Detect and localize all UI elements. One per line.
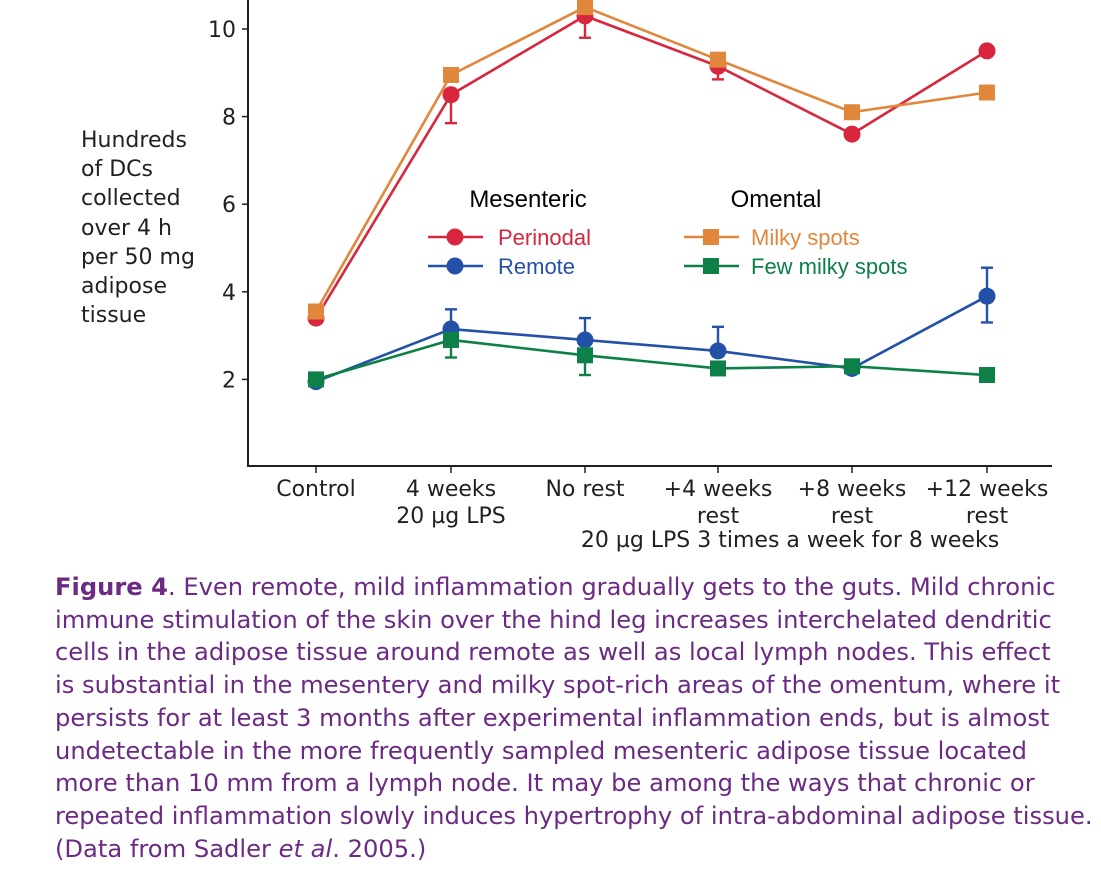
data-point-milky-spots xyxy=(308,303,324,320)
data-point-few-milky-spots xyxy=(844,358,860,375)
y-tick-label: 8 xyxy=(222,106,236,131)
chart-legend: Mesenteric Perinodal Remote Omental Milky sp… xyxy=(428,186,907,279)
data-point-remote xyxy=(978,287,996,305)
data-point-milky-spots xyxy=(710,51,726,68)
caption-line: Figure 4. Even remote, mild inflammation… xyxy=(55,571,1095,604)
data-point-few-milky-spots xyxy=(577,347,593,364)
data-point-few-milky-spots xyxy=(443,331,459,348)
y-axis-title-line: tissue xyxy=(81,303,147,329)
figure-label: Figure 4 xyxy=(55,573,168,601)
data-point-perinodal xyxy=(978,42,996,60)
data-point-milky-spots xyxy=(443,66,459,83)
x-tick-label: No rest xyxy=(545,477,624,502)
legend-swatch-marker xyxy=(446,228,464,246)
x-tick-label: Control xyxy=(276,477,356,502)
caption-line: repeated inflammation slowly induces hyp… xyxy=(55,801,1093,830)
y-axis-title: Hundreds of DCs collected over 4 h per 5… xyxy=(81,126,195,330)
caption-line: immune stimulation of the skin over the … xyxy=(55,605,1052,634)
figure-caption: Figure 4. Even remote, mild inflammation… xyxy=(55,571,1095,865)
y-axis-title-line: Hundreds xyxy=(81,128,187,153)
x-group-label: 20 µg LPS 3 times a week for 8 weeks xyxy=(581,528,999,553)
legend-label: Milky spots xyxy=(751,225,860,250)
x-tick-label: 20 µg LPS xyxy=(396,504,505,529)
data-point-few-milky-spots xyxy=(308,371,324,388)
series-line-perinodal xyxy=(314,14,988,319)
caption-source-etal: et al xyxy=(278,834,333,863)
x-tick-label: rest xyxy=(697,504,740,529)
legend-title: Omental xyxy=(731,186,822,213)
x-tick-label: rest xyxy=(966,504,1009,529)
chart-series xyxy=(307,0,996,391)
series-line-milky-spots xyxy=(314,5,988,313)
series-line-remote xyxy=(315,295,988,383)
legend-label: Perinodal xyxy=(498,225,591,250)
caption-line: more than 10 mm from a lymph node. It ma… xyxy=(55,769,1035,798)
x-tick-label: +8 weeks xyxy=(798,477,907,502)
series-line-few-milky-spots xyxy=(315,338,988,381)
data-point-milky-spots xyxy=(979,84,995,101)
legend-title: Mesenteric xyxy=(469,186,586,213)
x-tick-label: +4 weeks xyxy=(664,477,773,502)
caption-source-text: . 2005.) xyxy=(332,834,427,863)
legend-swatch-marker xyxy=(703,258,719,274)
y-tick-label: 2 xyxy=(222,368,236,393)
caption-line: cells in the adipose tissue around remot… xyxy=(55,638,1051,667)
y-tick-label: 6 xyxy=(222,193,236,218)
data-point-few-milky-spots xyxy=(979,367,995,384)
legend-label: Remote xyxy=(498,254,575,279)
data-point-remote xyxy=(709,342,727,360)
x-tick-label: +12 weeks xyxy=(926,477,1049,502)
y-tick-label: 4 xyxy=(222,281,236,306)
y-axis-title-line: over 4 h xyxy=(81,215,172,241)
legend-label: Few milky spots xyxy=(751,254,907,279)
caption-text: . Even remote, mild inflammation gradual… xyxy=(167,573,1056,601)
x-tick-label: rest xyxy=(831,504,874,529)
caption-line: is substantial in the mesentery and milk… xyxy=(55,671,1061,700)
caption-source-text: (Data from Sadler xyxy=(55,834,279,863)
y-axis-title-line: adipose xyxy=(81,274,167,300)
caption-line: persists for at least 3 months after exp… xyxy=(55,703,1050,732)
y-axis-title-line: collected xyxy=(81,186,181,212)
legend-swatch-marker xyxy=(703,229,719,245)
data-point-few-milky-spots xyxy=(710,360,726,377)
y-tick-label: 10 xyxy=(208,18,236,43)
data-point-milky-spots xyxy=(577,0,593,16)
data-point-remote xyxy=(576,331,594,349)
data-point-perinodal xyxy=(843,125,861,143)
data-point-perinodal xyxy=(442,86,460,104)
data-point-milky-spots xyxy=(844,104,860,121)
legend-swatch-marker xyxy=(446,257,464,275)
caption-source: (Data from Sadler et al. 2005.) xyxy=(55,833,1095,866)
y-axis-title-line: per 50 mg xyxy=(81,244,195,270)
y-axis-title-line: of DCs xyxy=(81,157,153,183)
x-tick-label: 4 weeks xyxy=(406,477,496,502)
caption-line: undetectable in the more frequently samp… xyxy=(55,736,1028,765)
